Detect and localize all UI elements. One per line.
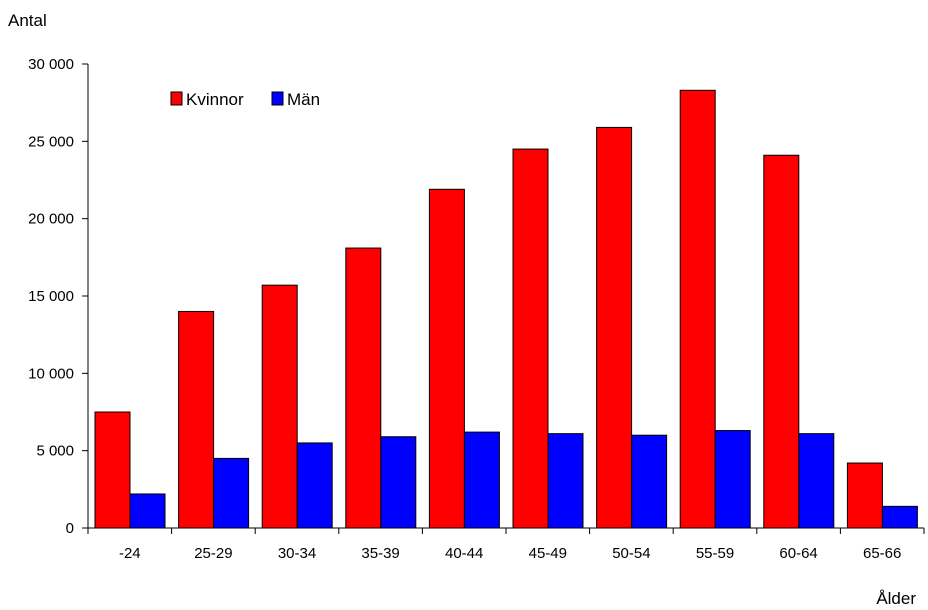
x-tick-label: 40-44	[445, 545, 483, 562]
bar-man-4	[463, 431, 500, 529]
x-tick-label: 55-59	[696, 545, 734, 562]
legend-label-0: Kvinnor	[186, 90, 244, 109]
y-axis-label: Antal	[8, 11, 47, 30]
x-tick-label: 45-49	[529, 545, 567, 562]
legend: Kvinnor Män	[170, 90, 320, 109]
x-tick-label: -24	[119, 545, 141, 562]
y-tick-label: 25 000	[28, 133, 74, 150]
bar-man-2	[296, 442, 333, 529]
bar-kvinnor-6	[596, 126, 633, 529]
bar-man-6	[631, 434, 668, 529]
y-tick-label: 20 000	[28, 211, 74, 228]
bar-man-8	[798, 433, 835, 529]
y-tick-label: 15 000	[28, 288, 74, 305]
x-tick-label: 35-39	[361, 545, 399, 562]
x-tick-label: 50-54	[612, 545, 650, 562]
x-tick-label: 65-66	[863, 545, 901, 562]
x-tick-label: 30-34	[278, 545, 316, 562]
x-axis-label: Ålder	[876, 589, 916, 608]
bar-kvinnor-7	[679, 89, 716, 529]
bar-kvinnor-5	[512, 148, 549, 529]
y-tick-label: 10 000	[28, 365, 74, 382]
bar-man-0	[129, 493, 166, 529]
x-tick-label: 25-29	[194, 545, 232, 562]
bar-man-1	[213, 457, 250, 529]
bar-man-9	[881, 505, 918, 529]
bar-man-5	[547, 433, 584, 529]
y-tick-label: 30 000	[28, 56, 74, 73]
bar-man-3	[380, 436, 417, 529]
legend-label-1: Män	[287, 90, 320, 109]
bar-man-7	[714, 430, 751, 529]
bar-kvinnor-8	[763, 154, 800, 529]
bar-kvinnor-4	[428, 188, 465, 529]
bar-kvinnor-3	[345, 247, 382, 529]
y-tick-label: 5 000	[36, 443, 74, 460]
legend-swatch-0	[170, 91, 183, 106]
x-tick-label: 60-64	[779, 545, 817, 562]
bar-kvinnor-1	[178, 310, 215, 529]
bar-kvinnor-2	[261, 284, 298, 529]
bar-kvinnor-9	[846, 462, 883, 529]
legend-swatch-1	[271, 91, 284, 106]
bar-kvinnor-0	[94, 411, 131, 529]
y-tick-label: 0	[66, 520, 74, 537]
